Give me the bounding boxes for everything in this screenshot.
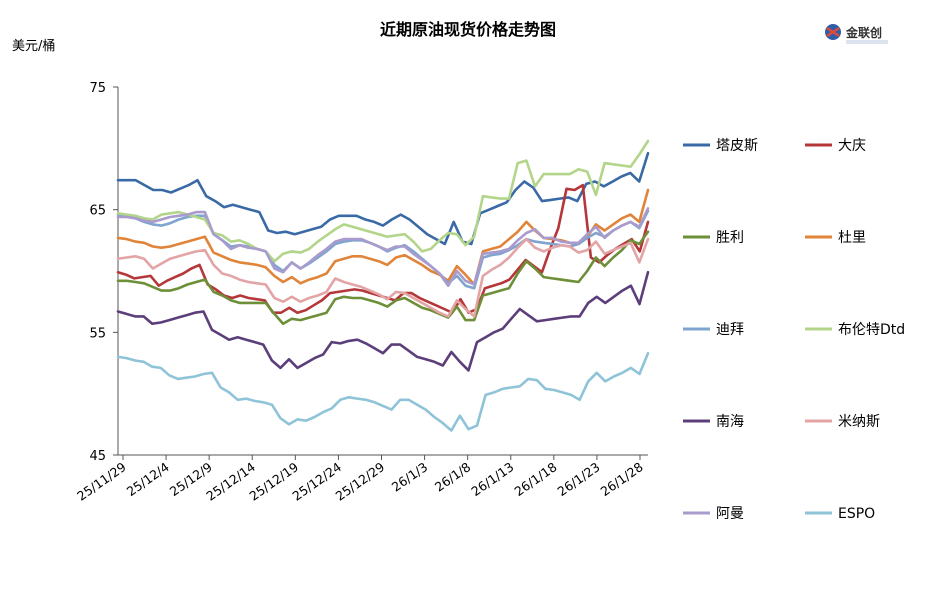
series-lines [116, 139, 650, 432]
series-line-3 [116, 188, 650, 286]
y-tick-label: 75 [89, 81, 106, 96]
x-tick-label: 26/1/8 [432, 459, 474, 494]
series-line-8 [116, 207, 650, 288]
y-unit-label: 美元/桶 [12, 39, 55, 54]
legend-label: 胜利 [716, 230, 744, 246]
legend-label: 大庆 [838, 138, 866, 154]
x-tick-label: 26/1/28 [598, 459, 646, 499]
y-tick-label: 55 [89, 326, 106, 341]
y-ticks: 45 55 65 75 [89, 81, 118, 464]
x-tick-label: 26/1/3 [389, 459, 431, 494]
x-tick-label: 26/1/23 [555, 459, 603, 499]
legend-label: 阿曼 [716, 506, 744, 522]
x-tick-label: 25/12/4 [124, 459, 172, 499]
series-line-2 [116, 230, 650, 326]
logo-text: 金联创 [845, 25, 882, 40]
series-line-9 [116, 351, 650, 432]
legend-label: 迪拜 [716, 322, 744, 338]
x-tick-label: 26/1/18 [511, 459, 559, 499]
y-tick-label: 45 [89, 449, 106, 464]
x-tick-label: 26/1/13 [468, 459, 516, 499]
series-line-6 [116, 270, 650, 372]
series-line-0 [116, 151, 650, 246]
legend-label: 杜里 [838, 230, 866, 246]
legend-label: 布伦特Dtd [838, 322, 905, 338]
legend-label: ESPO [838, 506, 875, 522]
legend-label: 南海 [716, 414, 744, 430]
x-tick-label: 25/12/29 [333, 459, 388, 504]
series-line-5 [116, 139, 650, 263]
x-tick-label: 25/11/29 [74, 459, 129, 504]
series-line-7 [116, 237, 650, 318]
brand-logo: 金联创 [825, 24, 888, 44]
legend-label: 塔皮斯 [716, 138, 758, 154]
y-tick-label: 65 [89, 204, 106, 219]
chart-title: 近期原油现货价格走势图 [380, 20, 556, 39]
legend-label: 米纳斯 [838, 414, 880, 430]
axes [117, 87, 648, 456]
x-ticks: 25/11/2925/12/425/12/925/12/1425/12/1925… [74, 455, 646, 504]
